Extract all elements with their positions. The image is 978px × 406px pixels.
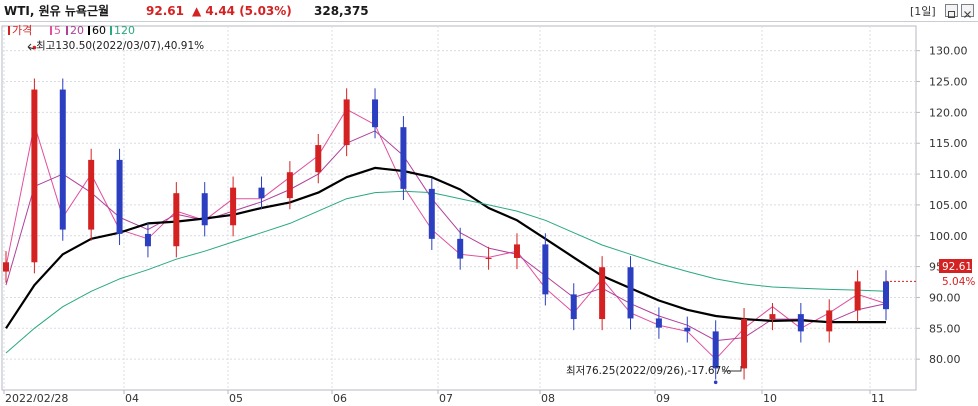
candle-body	[655, 318, 662, 328]
legend-ma20: 20	[70, 24, 84, 37]
chart-legend: 가격 5 20 60 120	[8, 24, 135, 37]
candle-body	[372, 99, 379, 128]
x-tick-label: 09	[656, 392, 670, 402]
current-change-pct: 5.04%	[942, 276, 975, 288]
x-tick-label: 05	[229, 392, 243, 402]
low-arrow-icon	[722, 366, 742, 372]
close-button[interactable]	[961, 4, 974, 18]
x-tick-label: 2022/02/28	[5, 392, 68, 402]
y-tick-label: 115.00	[929, 137, 968, 150]
candle-body	[230, 187, 237, 226]
high-label: 최고130.50(2022/03/07),40.91%	[36, 40, 204, 52]
title-bar: WTI, 원유 뉴욕근월 92.61 ▲ 4.44 (5.03%) 328,37…	[0, 0, 978, 22]
ma-line-120	[5, 190, 887, 354]
moving-average-lines	[5, 108, 887, 360]
legend-ma120: 120	[114, 24, 135, 37]
candle-body	[485, 257, 492, 259]
period-selector[interactable]: [1일]	[910, 5, 936, 18]
x-tick-label: 11	[871, 392, 885, 402]
candle-body	[116, 159, 123, 234]
y-tick-label: 130.00	[929, 45, 968, 58]
candle-body	[570, 294, 577, 320]
y-tick-label: 90.00	[929, 291, 961, 304]
price-change: ▲ 4.44 (5.03%)	[192, 4, 292, 18]
candle-body	[826, 310, 833, 332]
plot-frame	[1, 25, 917, 391]
symbol-title: WTI, 원유 뉴욕근월	[4, 4, 110, 18]
candle-body	[173, 193, 180, 247]
candle-body	[883, 281, 889, 310]
candle-body	[513, 244, 520, 258]
x-tick-label: 10	[763, 392, 777, 402]
candle-body	[542, 244, 549, 295]
y-axis: 80.0085.0090.0095.00100.00105.00110.0011…	[916, 45, 968, 366]
current-price-tag-text: 92.61	[942, 261, 972, 273]
candle-body	[286, 172, 293, 199]
y-tick-label: 120.00	[929, 106, 968, 119]
candle-body	[684, 327, 691, 332]
y-tick-label: 85.00	[929, 322, 961, 335]
restore-button[interactable]	[945, 4, 958, 18]
y-tick-label: 100.00	[929, 230, 968, 243]
candle-body	[428, 188, 435, 239]
close-icon	[964, 11, 971, 18]
ma-line-20	[5, 130, 887, 342]
price-chart[interactable]: 80.0085.0090.0095.00100.00105.00110.0011…	[0, 22, 978, 405]
legend-price: 가격	[12, 24, 32, 37]
y-tick-label: 105.00	[929, 199, 968, 212]
restore-icon	[948, 11, 955, 18]
y-tick-label: 80.00	[929, 353, 961, 366]
legend-ma5: 5	[54, 24, 61, 37]
candle-body	[31, 89, 38, 263]
candle-body	[599, 267, 606, 320]
candle-body	[258, 187, 265, 199]
candle-body	[457, 238, 464, 259]
candle-body	[627, 267, 634, 319]
legend-ma120-swatch	[110, 26, 112, 35]
ma-line-5	[5, 108, 887, 360]
low-annotation: 최저76.25(2022/09/26),-17.67%	[566, 365, 742, 377]
candle-body	[343, 99, 350, 146]
low-marker	[713, 380, 718, 385]
candle-body	[400, 127, 407, 189]
high-arrow-icon	[27, 43, 35, 51]
candle-body	[59, 89, 66, 230]
x-axis: 2022/02/28 04 05 06 07 08 09 10 11	[3, 390, 885, 405]
candle-body	[3, 262, 9, 272]
legend-ma5-swatch	[50, 26, 52, 35]
candlesticks	[3, 78, 889, 380]
candle-body	[712, 331, 719, 369]
candle-body	[201, 193, 208, 226]
grid	[1, 25, 917, 391]
legend-ma20-swatch	[66, 26, 68, 35]
candle-body	[797, 314, 804, 332]
candle-body	[88, 159, 95, 230]
legend-ma60-swatch	[88, 26, 90, 35]
volume: 328,375	[314, 4, 369, 18]
ma-line-60	[5, 166, 886, 329]
current-price-tag: 92.61 5.04%	[939, 259, 975, 288]
current-price-tag-bg	[939, 259, 972, 273]
candle-body	[854, 281, 861, 311]
candle-body	[144, 233, 151, 247]
low-label: 최저76.25(2022/09/26),-17.67%	[566, 365, 731, 377]
candle-body	[769, 314, 776, 320]
candle-body	[315, 145, 322, 173]
x-tick-label: 06	[333, 392, 347, 402]
legend-price-swatch	[8, 26, 10, 35]
x-tick-label: 08	[541, 392, 555, 402]
x-tick-label: 07	[439, 392, 453, 402]
candle-body	[741, 319, 748, 369]
y-tick-label: 125.00	[929, 76, 968, 89]
high-annotation: 최고130.50(2022/03/07),40.91%	[27, 40, 204, 52]
y-tick-label: 110.00	[929, 168, 968, 181]
legend-ma60: 60	[92, 24, 106, 37]
x-tick-label: 04	[125, 392, 139, 402]
current-price: 92.61	[146, 4, 184, 18]
chart-area[interactable]: 80.0085.0090.0095.00100.00105.00110.0011…	[0, 22, 978, 405]
